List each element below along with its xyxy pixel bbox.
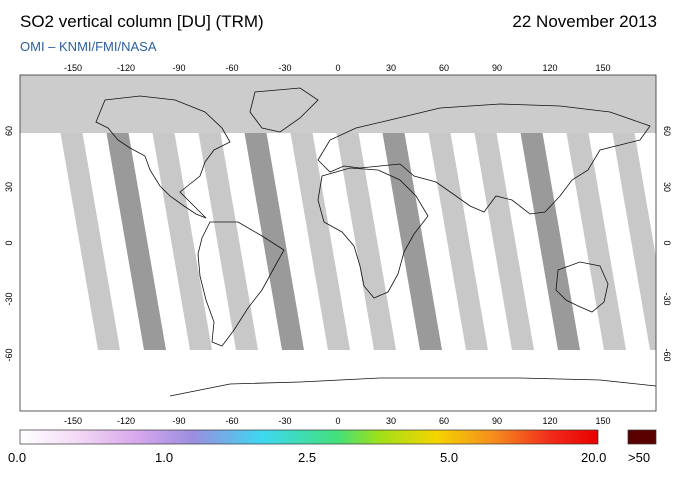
lon-tick-bottom-30: 30 [386,416,396,426]
lon-tick-top--60: -60 [225,63,238,73]
orbit-swaths [60,130,656,350]
bottom-longitude-ticks: -150 -120 -90 -60 -30 0 30 60 90 120 150 [64,416,611,426]
orbit-swath [106,130,166,350]
colorbar-overflow [627,429,657,445]
lat-tick-right-60: 60 [662,126,672,136]
lon-tick-top--120: -120 [117,63,135,73]
north-america-coast [95,95,231,219]
lat-tick-right-30: 30 [662,182,672,192]
orbit-swath [382,130,442,350]
colorbar-label-4: 20.0 [581,450,607,465]
lon-tick-top-90: 90 [492,63,502,73]
orbit-swath [244,130,304,350]
map-date: 22 November 2013 [512,12,657,31]
orbit-swath [198,130,258,350]
lat-tick-left-60: 60 [4,126,14,136]
top-longitude-ticks: -150 -120 -90 -60 -30 0 30 60 90 120 150 [64,63,611,73]
orbit-swath [474,130,534,350]
orbit-swath [520,130,580,350]
orbit-swath [612,130,656,350]
lon-tick-bottom--150: -150 [64,416,82,426]
colorbar-label-3: 5.0 [440,450,459,465]
lon-tick-bottom-60: 60 [439,416,449,426]
colorbar-label-0: 0.0 [8,450,27,465]
lat-tick-right--60: -60 [662,348,672,361]
lon-tick-top-30: 30 [386,63,396,73]
right-latitude-ticks: 60 30 0 -30 -60 [662,126,672,362]
map-title: SO2 vertical column [DU] (TRM) [20,12,264,31]
lon-tick-bottom-120: 120 [542,416,557,426]
orbit-swath [566,130,626,350]
antarctica-coast [169,377,656,397]
colorbar-label-5: >50 [628,450,651,465]
lon-tick-top--90: -90 [172,63,185,73]
greenland-coast [249,87,319,133]
south-america-coast [197,221,285,347]
lon-tick-bottom--30: -30 [278,416,291,426]
colorbar-label-1: 1.0 [155,450,174,465]
data-credit: OMI – KNMI/FMI/NASA [20,39,157,54]
australia-coast [555,261,609,313]
map-frame [19,74,657,412]
lon-tick-top-0: 0 [335,63,340,73]
map-layers [20,75,656,397]
lat-tick-right-0: 0 [662,240,672,245]
lat-tick-right--30: -30 [662,292,672,305]
coastlines [95,87,656,397]
africa-coast [317,167,429,299]
lat-tick-left--30: -30 [4,292,14,305]
lon-tick-bottom-150: 150 [595,416,610,426]
lon-tick-bottom--60: -60 [225,416,238,426]
left-latitude-ticks: 60 30 0 -30 -60 [4,126,14,362]
lon-tick-top-60: 60 [439,63,449,73]
lon-tick-top-150: 150 [595,63,610,73]
polar-night-region [20,75,656,133]
lat-tick-left--60: -60 [4,348,14,361]
colorbar-label-2: 2.5 [298,450,317,465]
orbit-swath [152,130,212,350]
lon-tick-top-120: 120 [542,63,557,73]
eurasia-coast [317,103,651,215]
lon-tick-top--30: -30 [278,63,291,73]
lat-tick-left-0: 0 [4,240,14,245]
colorbar-gradient [19,429,599,445]
lon-tick-bottom-90: 90 [492,416,502,426]
orbit-swath [60,130,120,350]
lat-tick-left-30: 30 [4,182,14,192]
orbit-swath [290,130,350,350]
lon-tick-bottom--120: -120 [117,416,135,426]
lon-tick-bottom--90: -90 [172,416,185,426]
lon-tick-bottom-0: 0 [335,416,340,426]
orbit-swath [428,130,488,350]
lon-tick-top--150: -150 [64,63,82,73]
